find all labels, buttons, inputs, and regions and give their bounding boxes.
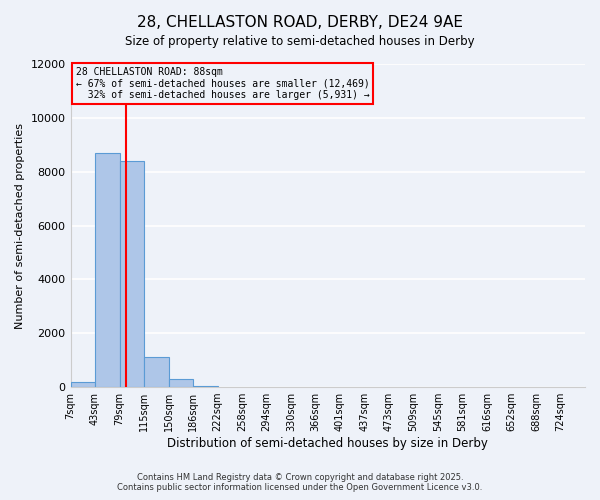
Bar: [193, 386, 218, 387]
Bar: [71, 382, 95, 387]
Text: Contains HM Land Registry data © Crown copyright and database right 2025.
Contai: Contains HM Land Registry data © Crown c…: [118, 473, 482, 492]
Bar: [95, 153, 119, 387]
Bar: [144, 358, 169, 387]
X-axis label: Distribution of semi-detached houses by size in Derby: Distribution of semi-detached houses by …: [167, 437, 488, 450]
Text: 28 CHELLASTON ROAD: 88sqm
← 67% of semi-detached houses are smaller (12,469)
  3: 28 CHELLASTON ROAD: 88sqm ← 67% of semi-…: [76, 67, 370, 100]
Bar: [169, 379, 193, 387]
Text: Size of property relative to semi-detached houses in Derby: Size of property relative to semi-detach…: [125, 35, 475, 48]
Y-axis label: Number of semi-detached properties: Number of semi-detached properties: [15, 122, 25, 328]
Text: 28, CHELLASTON ROAD, DERBY, DE24 9AE: 28, CHELLASTON ROAD, DERBY, DE24 9AE: [137, 15, 463, 30]
Bar: [119, 161, 144, 387]
